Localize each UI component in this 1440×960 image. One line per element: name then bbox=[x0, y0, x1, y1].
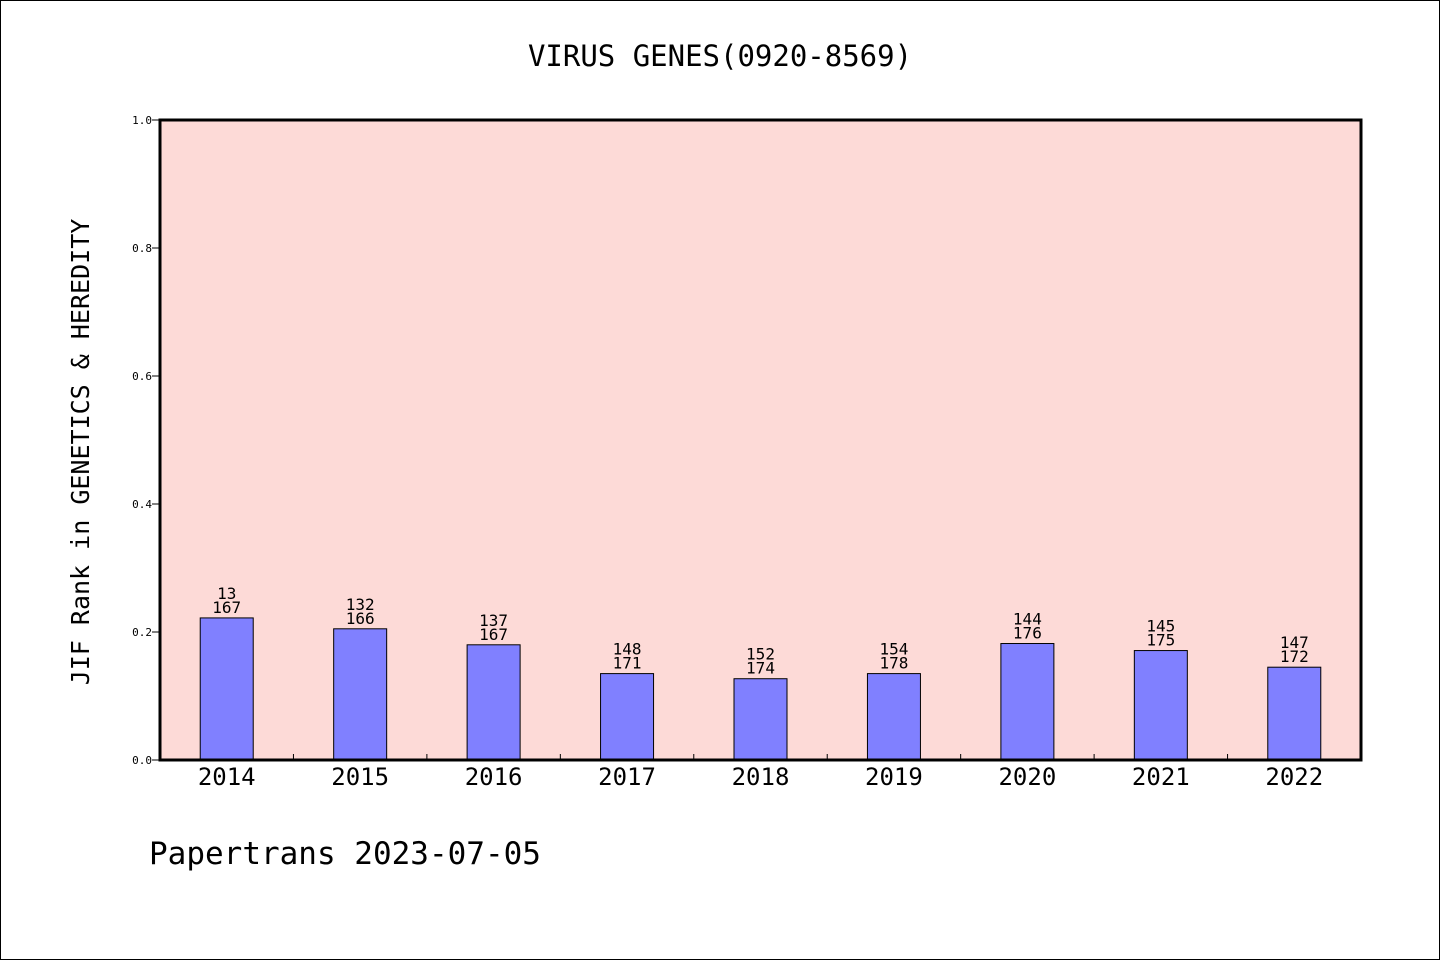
footer-credit: Papertrans 2023-07-05 bbox=[149, 836, 541, 872]
x-tick-label: 2022 bbox=[1265, 763, 1323, 791]
x-tick-label: 2021 bbox=[1132, 763, 1190, 791]
bar-total-label: 175 bbox=[1146, 631, 1175, 650]
x-tick-label: 2020 bbox=[998, 763, 1056, 791]
bar-2018 bbox=[733, 678, 788, 761]
bar-rank-label: 147 bbox=[1280, 633, 1309, 652]
chart-title: VIRUS GENES(0920-8569) bbox=[528, 39, 912, 73]
bar-rank-label: 145 bbox=[1146, 617, 1175, 636]
bar-rank-label: 132 bbox=[346, 595, 375, 614]
y-tick-label: 0.4 bbox=[132, 498, 152, 511]
y-tick-label: 0.0 bbox=[132, 754, 152, 767]
y-axis-label: JIF Rank in GENETICS & HEREDITY bbox=[66, 219, 95, 686]
y-tick-label: 1.0 bbox=[132, 114, 152, 127]
x-tick-label: 2017 bbox=[598, 763, 656, 791]
bar-2014 bbox=[199, 617, 254, 761]
bar-total-label: 167 bbox=[212, 598, 241, 617]
bar-rank-label: 137 bbox=[479, 611, 508, 630]
y-tick-label: 0.8 bbox=[132, 242, 152, 255]
bar-total-label: 166 bbox=[346, 609, 375, 628]
plot-border bbox=[158, 118, 1363, 762]
bar-2016 bbox=[466, 644, 521, 761]
x-axis-labels: 2014 2015 2016 2017 2018 2019 2020 2021 2022 bbox=[198, 763, 1323, 791]
bar-2022 bbox=[1267, 666, 1322, 761]
x-tick-label: 2016 bbox=[465, 763, 523, 791]
bar-2017 bbox=[600, 673, 655, 761]
x-tick-label: 2019 bbox=[865, 763, 923, 791]
y-tick-label: 0.6 bbox=[132, 370, 152, 383]
bar-total-label: 178 bbox=[879, 654, 908, 673]
bar-rank-label: 144 bbox=[1013, 610, 1042, 629]
bar-total-label: 172 bbox=[1280, 647, 1309, 666]
x-tick-label: 2015 bbox=[331, 763, 389, 791]
x-tick-label: 2014 bbox=[198, 763, 256, 791]
bar-total-label: 174 bbox=[746, 659, 775, 678]
x-tick-label: 2018 bbox=[732, 763, 790, 791]
y-axis-ticks: 0.0 0.2 0.4 0.6 0.8 1.0 bbox=[132, 114, 160, 767]
bar-rank-label: 152 bbox=[746, 645, 775, 664]
bar-total-label: 167 bbox=[479, 625, 508, 644]
bar-2015 bbox=[333, 628, 388, 761]
bar-2019 bbox=[866, 673, 921, 761]
bar-rank-label: 154 bbox=[879, 640, 908, 659]
bar-2020 bbox=[1000, 643, 1055, 761]
bar-2021 bbox=[1133, 650, 1188, 761]
y-tick-label: 0.2 bbox=[132, 626, 152, 639]
bar-rank-label: 148 bbox=[613, 640, 642, 659]
bar-total-label: 176 bbox=[1013, 624, 1042, 643]
bar-series bbox=[199, 617, 1322, 761]
bar-total-label: 171 bbox=[613, 654, 642, 673]
bar-rank-label: 13 bbox=[217, 584, 236, 603]
